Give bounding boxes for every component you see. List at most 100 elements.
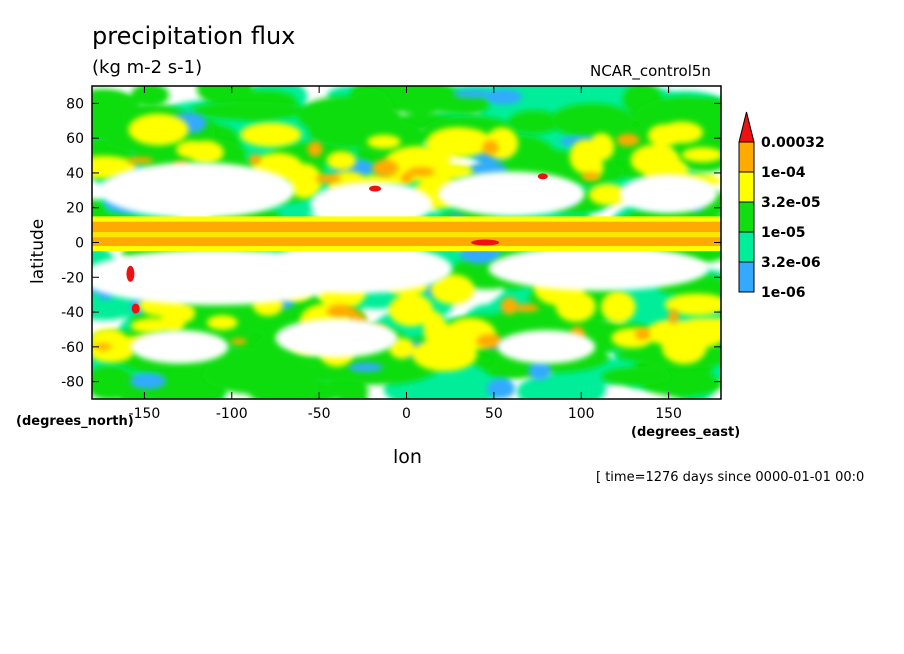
local-max bbox=[537, 173, 548, 180]
x-tick-label: 50 bbox=[485, 406, 503, 422]
precip-blob bbox=[528, 361, 551, 381]
precip-blob bbox=[667, 309, 679, 324]
y-axis-unit: (degrees_north) bbox=[16, 414, 134, 429]
y-tick-label: -80 bbox=[61, 375, 84, 391]
colorbar-label: 3.2e-06 bbox=[761, 255, 821, 271]
precip-blob bbox=[367, 134, 401, 149]
dry-patch bbox=[275, 318, 398, 358]
colorbar-label: 1e-04 bbox=[761, 165, 806, 181]
x-tick-label: -100 bbox=[216, 406, 248, 422]
x-axis-unit: (degrees_east) bbox=[631, 425, 741, 440]
precip-blob bbox=[486, 378, 516, 399]
precip-blob bbox=[634, 327, 651, 340]
local-max bbox=[126, 265, 135, 282]
precip-blob bbox=[581, 172, 601, 181]
precip-blob bbox=[320, 111, 364, 146]
precip-blob bbox=[500, 297, 518, 315]
precip-blob bbox=[126, 157, 154, 164]
chart-units: (kg m-2 s-1) bbox=[92, 57, 203, 78]
dry-patch bbox=[488, 246, 709, 291]
y-tick-label: -60 bbox=[61, 340, 84, 356]
precip-blob bbox=[412, 338, 477, 372]
precip-blob bbox=[538, 86, 646, 102]
precip-blob bbox=[130, 86, 170, 107]
itcz-gap bbox=[92, 232, 721, 238]
itcz-band bbox=[92, 173, 721, 314]
y-tick-label: -40 bbox=[61, 305, 84, 321]
precip-blob bbox=[190, 101, 309, 121]
dry-patch bbox=[619, 174, 718, 214]
precip-blob bbox=[372, 159, 399, 178]
precip-blob bbox=[129, 373, 167, 390]
precip-blob bbox=[453, 90, 495, 99]
chart-title: precipitation flux bbox=[92, 22, 296, 50]
dry-patch bbox=[130, 330, 229, 364]
precip-blob bbox=[518, 375, 607, 399]
x-axis-label: lon bbox=[393, 446, 422, 468]
precip-blob bbox=[426, 127, 489, 158]
precip-blob bbox=[202, 354, 317, 395]
colorbar-label: 1e-05 bbox=[761, 225, 806, 241]
x-tick-label: 0 bbox=[402, 406, 411, 422]
precip-blob bbox=[206, 315, 238, 330]
precip-blob bbox=[307, 141, 323, 157]
dataset-name: NCAR_control5n bbox=[590, 62, 711, 80]
precip-blob bbox=[128, 113, 189, 146]
precip-blob bbox=[430, 274, 475, 305]
y-tick-label: 40 bbox=[66, 166, 84, 182]
colorbar-segment bbox=[738, 141, 755, 173]
precip-blob bbox=[400, 173, 413, 184]
x-tick-label: 100 bbox=[568, 406, 595, 422]
precip-blob bbox=[485, 89, 523, 105]
colorbar-segment bbox=[738, 261, 755, 293]
colorbar-label: 3.2e-05 bbox=[761, 195, 821, 211]
precip-blob bbox=[479, 336, 502, 344]
precip-blob bbox=[248, 154, 261, 165]
colorbar-label: 1e-06 bbox=[761, 285, 806, 301]
y-tick-label: -20 bbox=[61, 270, 84, 286]
precip-blob bbox=[647, 124, 682, 147]
precip-blob bbox=[240, 122, 302, 148]
dry-patch bbox=[437, 171, 585, 217]
dry-patch bbox=[98, 162, 295, 219]
precip-blob bbox=[664, 293, 721, 316]
colorbar-segment bbox=[738, 231, 755, 263]
precip-blob bbox=[348, 362, 384, 372]
colorbar-label: 0.00032 bbox=[761, 135, 825, 151]
itcz-max bbox=[471, 239, 500, 246]
precipitation-field bbox=[92, 86, 721, 399]
precip-blob bbox=[682, 318, 721, 337]
dry-patch bbox=[256, 243, 452, 294]
precip-blob bbox=[569, 139, 601, 174]
y-tick-label: 20 bbox=[66, 201, 84, 217]
x-tick-label: 150 bbox=[655, 406, 682, 422]
colorbar-segment bbox=[738, 201, 755, 233]
precip-blob bbox=[130, 318, 174, 334]
precip-blob bbox=[513, 304, 540, 312]
local-max bbox=[131, 303, 140, 314]
precip-blob bbox=[94, 343, 112, 351]
y-tick-label: 60 bbox=[66, 131, 84, 147]
x-tick-label: -50 bbox=[308, 406, 331, 422]
colorbar-arrow bbox=[738, 111, 755, 143]
x-tick-label: -150 bbox=[129, 406, 161, 422]
precip-blob bbox=[176, 140, 210, 159]
precip-blob bbox=[423, 316, 449, 346]
precip-blob bbox=[328, 306, 358, 317]
precip-blob bbox=[550, 103, 634, 138]
precip-blob bbox=[230, 338, 247, 345]
precip-blob bbox=[407, 167, 435, 177]
precip-blob bbox=[482, 140, 499, 155]
x-ticks: -150 -100 -50 0 50 100 150 bbox=[129, 86, 682, 422]
colorbar: 1e-06 3.2e-06 1e-05 3.2e-05 1e-04 0.00032 bbox=[738, 111, 825, 301]
dry-zones bbox=[92, 162, 718, 364]
y-ticks: 80 60 40 20 0 -20 -40 -60 -80 bbox=[61, 96, 721, 391]
precip-blob bbox=[196, 86, 254, 106]
precip-blob bbox=[516, 149, 580, 175]
precip-blob bbox=[382, 86, 459, 115]
precip-blob bbox=[601, 367, 672, 386]
colorbar-segment bbox=[738, 171, 755, 203]
local-max bbox=[369, 185, 382, 192]
y-tick-label: 0 bbox=[75, 236, 84, 252]
